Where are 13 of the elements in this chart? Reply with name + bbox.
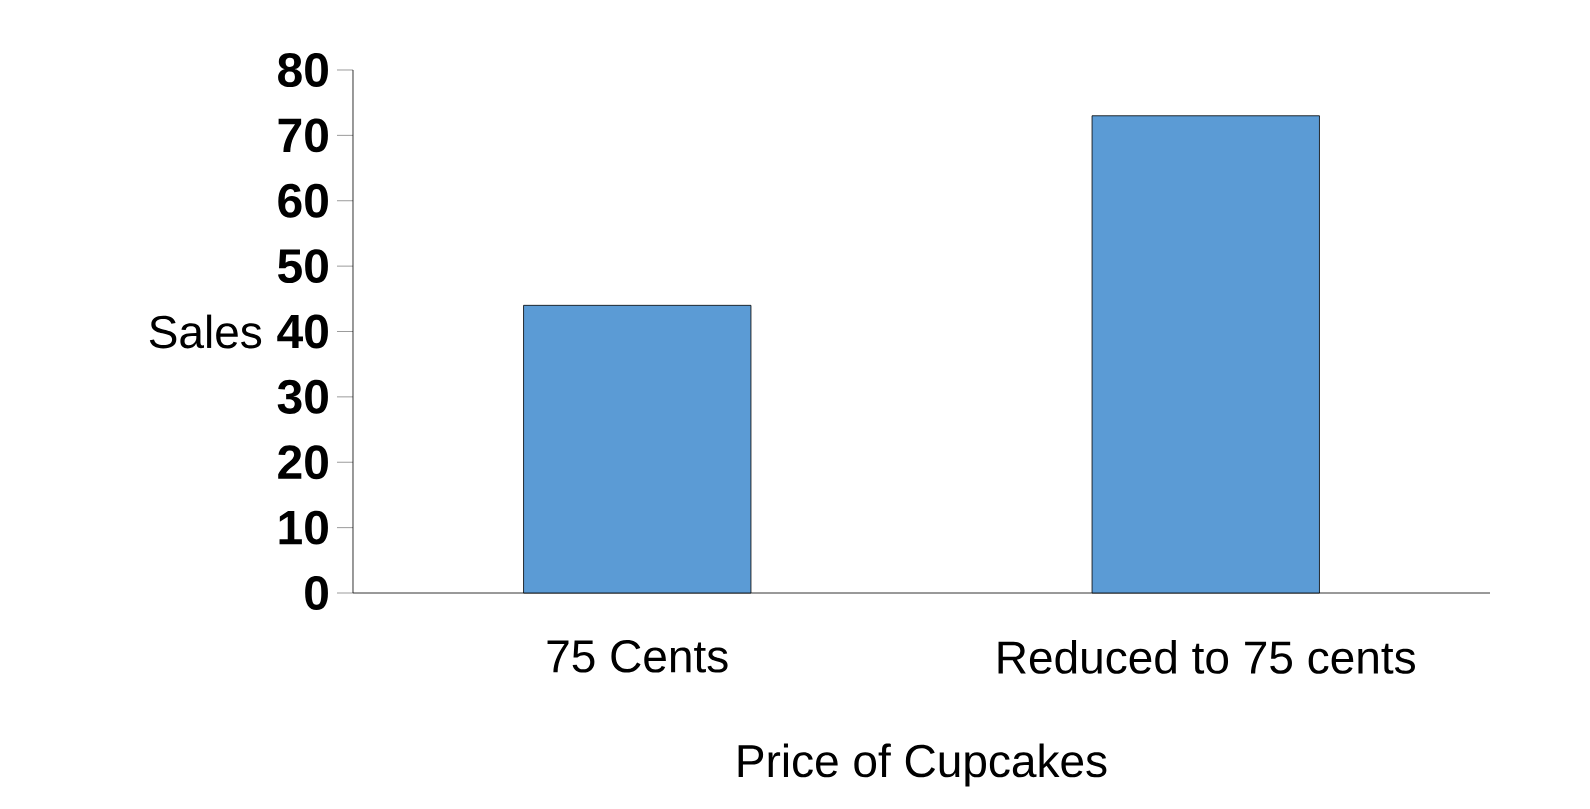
y-tick-label: 70 (278, 118, 328, 153)
y-tick-label: 0 (305, 576, 328, 610)
y-tick-label: 10 (279, 510, 328, 545)
x-tick-label: Reduced to 75 cents (998, 640, 1415, 674)
y-axis-title: Sales (149, 314, 262, 349)
y-tick-label: 50 (278, 249, 328, 284)
y-tick-label: 80 (278, 53, 328, 87)
x-tick-label: 75 Cents (547, 640, 728, 673)
y-tick-label: 60 (278, 183, 328, 218)
y-tick-label: 20 (278, 445, 328, 480)
x-axis-title: Price of Cupcakes (738, 743, 1107, 787)
y-tick-label: 40 (277, 314, 328, 349)
y-tick-label: 30 (277, 379, 328, 414)
